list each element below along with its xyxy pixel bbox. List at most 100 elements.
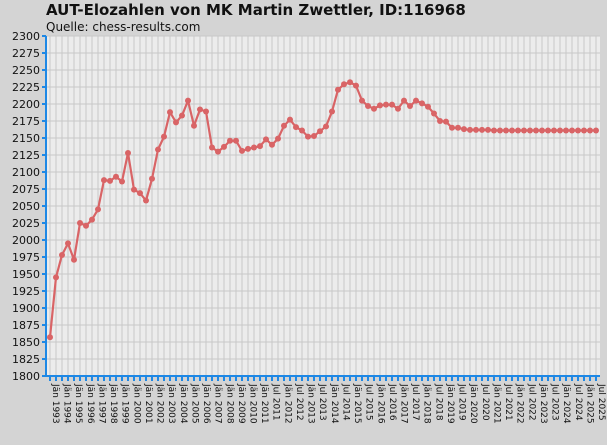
data-point	[473, 126, 479, 133]
data-point	[533, 127, 539, 134]
data-point	[419, 100, 425, 107]
data-point	[53, 274, 59, 281]
data-point	[551, 127, 557, 134]
y-tick-label: 1975	[12, 251, 40, 264]
data-point	[83, 222, 89, 229]
data-point	[587, 127, 593, 134]
x-tick-label: Jän 2015	[352, 383, 362, 424]
data-point	[257, 143, 263, 150]
data-point	[185, 97, 191, 104]
data-point	[395, 105, 401, 112]
y-tick-label: 2050	[12, 200, 40, 213]
data-point	[359, 97, 365, 104]
data-point	[383, 101, 389, 108]
x-tick-label: Jän 2004	[178, 383, 188, 424]
data-point	[209, 144, 215, 151]
y-tick-label: 2025	[12, 217, 40, 230]
data-point	[167, 109, 173, 116]
data-point	[125, 149, 131, 156]
data-point	[563, 127, 569, 134]
y-tick-label: 2300	[12, 30, 40, 43]
data-point	[59, 251, 65, 258]
y-tick-label: 2075	[12, 183, 40, 196]
y-tick-label: 2150	[12, 132, 40, 145]
data-point	[377, 102, 383, 109]
x-tick-label: Jul 2017	[410, 383, 420, 421]
data-point	[545, 127, 551, 134]
x-tick-label: Jän 2016	[375, 383, 385, 424]
x-tick-label: Jul 2018	[433, 383, 443, 421]
y-tick-label: 2200	[12, 98, 40, 111]
x-tick-label: Jul 2016	[387, 383, 397, 421]
data-point	[197, 106, 203, 113]
chart-title: AUT-Elozahlen von MK Martin Zwettler, ID…	[46, 1, 466, 19]
x-tick-label: Jän 2010	[247, 383, 257, 424]
data-point	[317, 128, 323, 135]
data-point	[431, 110, 437, 117]
x-tick-label: Jän 1997	[96, 383, 106, 424]
y-tick-label: 1900	[12, 302, 40, 315]
x-tick-label: Jul 2015	[364, 383, 374, 421]
data-point	[575, 127, 581, 134]
data-point	[269, 141, 275, 148]
data-point	[113, 173, 119, 180]
data-point	[203, 108, 209, 115]
y-tick-label: 1800	[12, 370, 40, 383]
data-point	[305, 133, 311, 140]
y-tick-label: 2225	[12, 81, 40, 94]
x-tick-label: Jän 2000	[131, 383, 141, 424]
data-point	[425, 103, 431, 110]
x-tick-label: Jän 1996	[85, 383, 95, 424]
data-point	[365, 103, 371, 110]
data-point	[287, 116, 293, 123]
data-point	[263, 136, 269, 143]
data-point	[239, 147, 245, 154]
data-point	[191, 122, 197, 129]
data-point	[467, 126, 473, 133]
data-point	[509, 127, 515, 134]
x-tick-label: Jän 2023	[538, 383, 548, 424]
y-tick-label: 1950	[12, 268, 40, 281]
data-point	[323, 123, 329, 130]
data-point	[101, 177, 107, 184]
data-point	[539, 127, 545, 134]
y-tick-label: 1925	[12, 285, 40, 298]
data-point	[71, 256, 77, 263]
data-point	[245, 145, 251, 152]
data-point	[437, 118, 443, 124]
x-tick-label: Jän 2014	[329, 383, 339, 424]
data-point	[275, 135, 281, 142]
data-point	[281, 122, 287, 129]
data-point	[95, 206, 101, 213]
data-point	[389, 101, 395, 108]
data-point	[449, 124, 455, 131]
x-tick-label: Jän 2011	[259, 383, 269, 424]
data-point	[497, 127, 503, 134]
x-tick-label: Jän 1993	[50, 383, 60, 424]
data-point	[155, 146, 161, 153]
data-point	[149, 175, 155, 182]
data-point	[65, 240, 71, 247]
x-tick-label: Jän 2008	[224, 383, 234, 424]
x-tick-label: Jän 2020	[468, 383, 478, 424]
x-tick-label: Jul 2022	[526, 383, 536, 421]
x-tick-label: Jän 2024	[561, 383, 571, 424]
data-point	[77, 220, 83, 226]
x-tick-label: Jän 2006	[201, 383, 211, 424]
x-tick-label: Jul 2013	[317, 383, 327, 421]
data-point	[311, 132, 317, 139]
data-point	[293, 124, 299, 131]
data-point	[341, 81, 347, 88]
data-point	[461, 126, 467, 133]
data-point	[521, 127, 527, 134]
data-point	[137, 190, 143, 197]
x-tick-label: Jän 2022	[515, 383, 525, 424]
data-point	[215, 148, 221, 155]
data-point	[347, 79, 353, 86]
data-point	[299, 127, 305, 134]
data-point	[227, 137, 233, 144]
x-tick-label: Jul 2019	[457, 383, 467, 421]
x-tick-label: Jän 1994	[62, 383, 72, 424]
